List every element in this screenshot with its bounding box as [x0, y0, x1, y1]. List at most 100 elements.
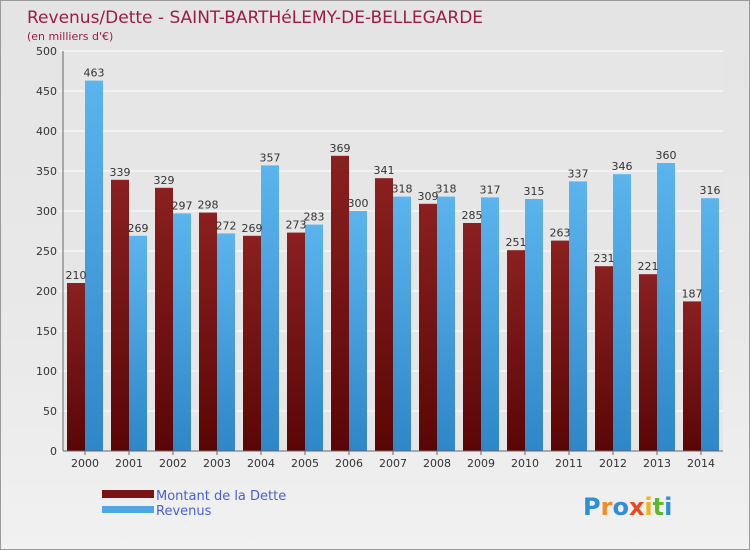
x-tick-label: 2012 [599, 457, 627, 470]
x-tick-label: 2006 [335, 457, 363, 470]
data-label-debt-2005: 273 [286, 219, 307, 232]
legend: Montant de la Dette Revenus [102, 489, 286, 519]
legend-label-revenus: Revenus [156, 504, 212, 519]
data-label-debt-2014: 187 [682, 287, 703, 300]
x-tick-label: 2004 [247, 457, 275, 470]
x-tick-label: 2008 [423, 457, 451, 470]
bar-debt-2009 [463, 223, 481, 451]
proxiti-logo: Proxiti [583, 493, 672, 521]
bar-revenus-2002 [173, 213, 191, 451]
data-label-debt-2009: 285 [462, 209, 483, 222]
data-label-revenus-2004: 357 [260, 151, 281, 164]
bar-revenus-2008 [437, 196, 455, 451]
bar-revenus-2007 [393, 196, 411, 451]
proxiti-logo-text: Proxiti [583, 493, 672, 521]
y-tick-label: 500 [36, 45, 57, 58]
bar-revenus-2000 [85, 80, 103, 451]
data-label-debt-2001: 339 [110, 166, 131, 179]
data-label-revenus-2003: 272 [216, 219, 237, 232]
data-label-debt-2010: 251 [506, 236, 527, 249]
x-tick-label: 2011 [555, 457, 583, 470]
bar-debt-2000 [67, 283, 85, 451]
x-tick-label: 2010 [511, 457, 539, 470]
data-label-revenus-2011: 337 [568, 167, 589, 180]
y-tick-label: 0 [50, 445, 57, 458]
data-label-debt-2011: 263 [550, 227, 571, 240]
data-label-debt-2000: 210 [66, 269, 87, 282]
data-label-revenus-2014: 316 [700, 184, 721, 197]
x-tick-label: 2009 [467, 457, 495, 470]
x-tick-label: 2014 [687, 457, 715, 470]
x-tick-label: 2005 [291, 457, 319, 470]
data-label-debt-2004: 269 [242, 222, 263, 235]
logo-letter: x [629, 493, 645, 521]
x-tick-label: 2003 [203, 457, 231, 470]
data-label-revenus-2007: 318 [392, 183, 413, 196]
logo-letter: i [664, 493, 672, 521]
bar-revenus-2011 [569, 181, 587, 451]
data-label-revenus-2009: 317 [480, 183, 501, 196]
bar-debt-2013 [639, 274, 657, 451]
data-label-revenus-2005: 283 [304, 211, 325, 224]
x-tick-label: 2000 [71, 457, 99, 470]
data-label-revenus-2000: 463 [84, 67, 105, 80]
data-label-debt-2007: 341 [374, 164, 395, 177]
bar-revenus-2010 [525, 199, 543, 451]
y-tick-label: 150 [36, 325, 57, 338]
x-tick-label: 2007 [379, 457, 407, 470]
y-tick-label: 400 [36, 125, 57, 138]
bar-debt-2012 [595, 266, 613, 451]
y-tick-label: 100 [36, 365, 57, 378]
bar-debt-2004 [243, 235, 261, 451]
x-tick-label: 2013 [643, 457, 671, 470]
data-label-debt-2006: 369 [330, 142, 351, 155]
legend-label-debt: Montant de la Dette [156, 489, 286, 504]
bars [67, 80, 719, 452]
y-tick-label: 350 [36, 165, 57, 178]
y-tick-label: 250 [36, 245, 57, 258]
bar-revenus-2014 [701, 198, 719, 451]
bar-debt-2005 [287, 232, 305, 451]
bar-debt-2006 [331, 155, 349, 452]
data-label-debt-2013: 221 [638, 260, 659, 273]
bar-debt-2007 [375, 178, 393, 451]
bar-revenus-2006 [349, 211, 367, 451]
y-tick-label: 200 [36, 285, 57, 298]
legend-swatch-revenus [102, 506, 154, 513]
x-tick-label: 2001 [115, 457, 143, 470]
data-label-revenus-2006: 300 [348, 197, 369, 210]
data-label-debt-2008: 309 [418, 190, 439, 203]
bar-revenus-2001 [129, 235, 147, 451]
bar-revenus-2009 [481, 197, 499, 451]
data-label-revenus-2010: 315 [524, 185, 545, 198]
chart-subtitle: (en milliers d'€) [27, 30, 113, 43]
bar-debt-2011 [551, 240, 569, 451]
bar-debt-2014 [683, 301, 701, 451]
data-label-revenus-2012: 346 [612, 160, 633, 173]
axes: 0 50 100 150 200 250 300 350 400 450 500 2000 2001 20… [36, 45, 723, 470]
bar-debt-2010 [507, 250, 525, 451]
bar-debt-2003 [199, 212, 217, 451]
logo-letter: P [583, 493, 601, 521]
bar-debt-2002 [155, 187, 173, 452]
data-label-debt-2002: 329 [154, 174, 175, 187]
data-label-revenus-2013: 360 [656, 149, 677, 162]
bar-revenus-2012 [613, 174, 631, 451]
bar-debt-2008 [419, 203, 437, 451]
bar-revenus-2003 [217, 233, 235, 451]
logo-letter: o [612, 493, 629, 521]
logo-letter: t [653, 493, 664, 521]
bar-revenus-2004 [261, 165, 279, 451]
logo-letter: r [601, 493, 613, 521]
y-tick-label: 450 [36, 85, 57, 98]
y-tick-label: 50 [43, 405, 57, 418]
chart-title: Revenus/Dette - SAINT-BARTHéLEMY-DE-BELL… [27, 8, 483, 28]
bar-revenus-2013 [657, 163, 675, 451]
x-tick-label: 2002 [159, 457, 187, 470]
y-tick-label: 300 [36, 205, 57, 218]
data-label-debt-2012: 231 [594, 252, 615, 265]
bar-debt-2001 [111, 179, 129, 452]
